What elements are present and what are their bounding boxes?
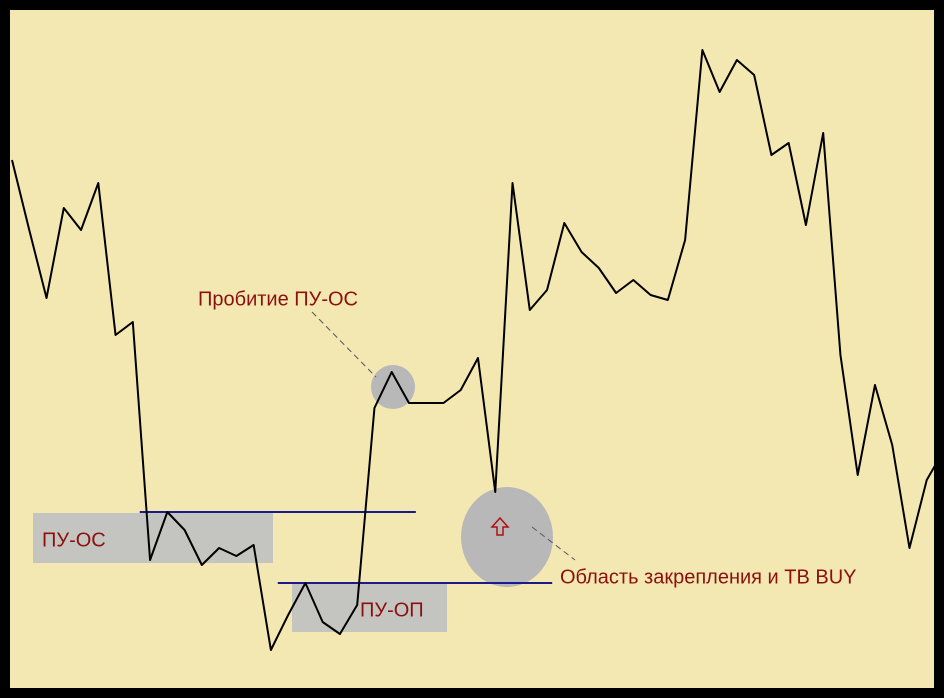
price-line <box>11 49 944 651</box>
breakout-circle <box>371 365 415 409</box>
annotation: Пробитие ПУ-ОС <box>198 288 358 310</box>
zone-box <box>292 583 447 632</box>
connector <box>531 526 576 561</box>
level-label: ПУ-ОС <box>42 529 106 551</box>
zone-circle <box>461 487 553 587</box>
level-label: ПУ-ОП <box>360 599 424 621</box>
arrow-icon <box>490 516 510 536</box>
plot <box>11 49 944 651</box>
annotation: Область закрепления и ТВ BUY <box>560 566 857 588</box>
connector <box>311 311 377 378</box>
